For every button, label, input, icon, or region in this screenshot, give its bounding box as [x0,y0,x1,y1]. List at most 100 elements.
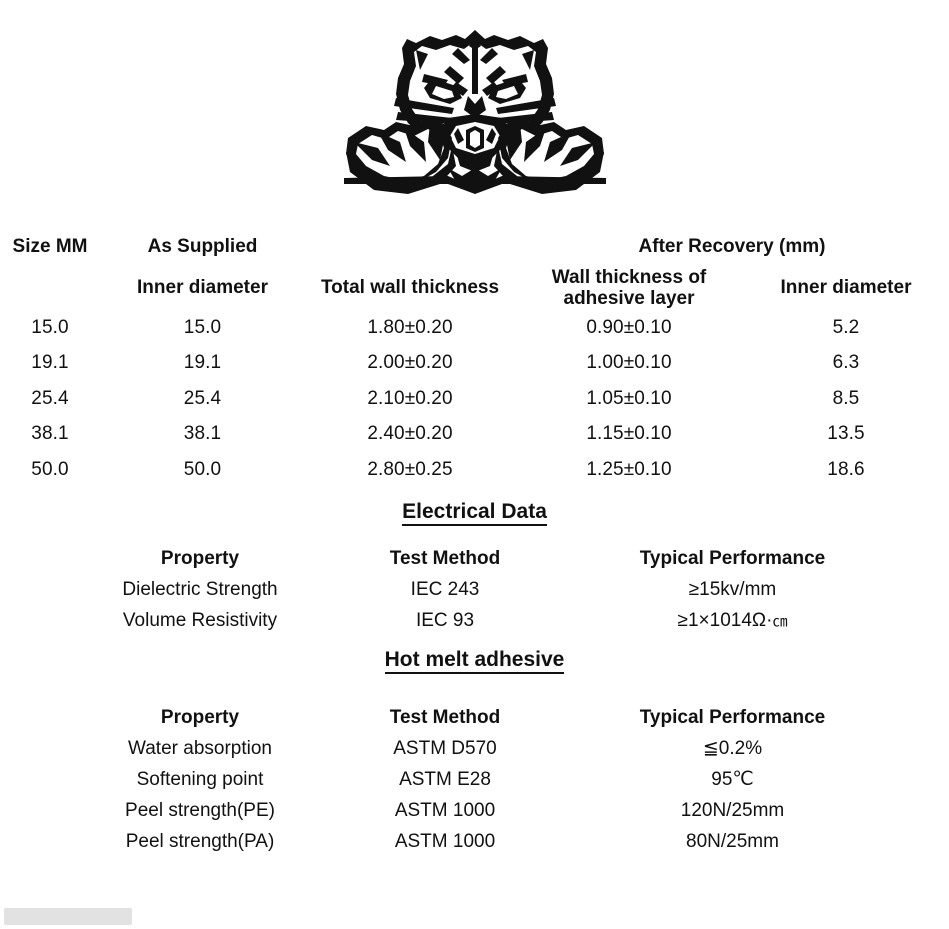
adhesive-header-typical-performance: Typical Performance [639,706,826,728]
row-spacer-right [875,795,949,826]
hot-melt-adhesive-heading: Hot melt adhesive [0,648,949,674]
row-spacer-right [875,574,949,605]
header-size-mm: Size MM [12,236,88,258]
cell-property: Softening point [136,768,264,790]
cell-test-method: ASTM 1000 [394,799,496,821]
cell-inner-diameter-recovered: 6.3 [832,352,860,374]
cell-inner-diameter-supplied: 50.0 [183,458,222,480]
hot-melt-adhesive-table: Property Test Method Typical Performance… [0,702,949,857]
electrical-table-header: Property Test Method Typical Performance [0,543,949,574]
row-spacer-right [875,733,949,764]
watermark-badge [4,908,132,925]
cell-size: 50.0 [31,458,69,480]
row-spacer-right [875,605,949,636]
cell-property: Volume Resistivity [122,609,278,631]
cell-property: Peel strength(PA) [125,830,275,852]
unit-glyph: ㎝ [772,611,788,630]
cell-wall-thickness-adhesive: 1.25±0.10 [586,458,672,480]
cell-typical-performance: 120N/25mm [680,799,785,821]
adhesive-table-body: Water absorption ASTM D570 ≦0.2% Softeni… [0,733,949,857]
electrical-header-typical-performance: Typical Performance [639,547,826,569]
cell-inner-diameter-supplied: 15.0 [183,316,222,338]
row-spacer [0,605,100,636]
adhesive-header-test-method: Test Method [389,706,501,728]
adhesive-header-spacer-right [875,702,949,733]
cell-typical-performance: ≥15kv/mm [688,578,777,600]
electrical-data-heading-text: Electrical Data [402,500,547,526]
cell-property: Dielectric Strength [122,578,278,600]
header-col-inner-diameter-recovered: Inner diameter [780,277,912,299]
cell-total-wall-thickness: 2.80±0.25 [367,458,453,480]
row-spacer [0,795,100,826]
cell-typical-performance: ≦0.2% [702,738,763,759]
electrical-header-row: Property Test Method Typical Performance [0,543,949,574]
header-col-blank [0,266,100,310]
cell-inner-diameter-supplied: 19.1 [183,352,222,374]
adhesive-table-header: Property Test Method Typical Performance [0,702,949,733]
cell-wall-thickness-adhesive: 1.00±0.10 [586,352,672,374]
table-row: 38.1 38.1 2.40±0.20 1.15±0.10 13.5 [0,417,949,453]
cell-inner-diameter-supplied: 25.4 [183,387,222,409]
row-spacer-right [875,826,949,857]
cell-test-method: ASTM E28 [399,768,491,790]
cell-inner-diameter-recovered: 5.2 [832,316,860,338]
electrical-header-spacer-right [875,543,949,574]
cell-inner-diameter-recovered: 18.6 [827,458,865,480]
electrical-header-spacer [0,543,100,574]
electrical-data-heading: Electrical Data [0,500,949,526]
header-col-inner-diameter-supplied: Inner diameter [137,277,268,299]
size-table-group-header-row: Size MM As Supplied After Recovery (mm) [0,228,949,266]
cell-test-method: IEC 243 [410,578,480,600]
table-row: 50.0 50.0 2.80±0.25 1.25±0.10 18.6 [0,452,949,488]
cell-typical-performance: ≥1×1014Ω·㎝ [677,609,788,631]
size-table-body: 15.0 15.0 1.80±0.20 0.90±0.10 5.2 19.1 1… [0,310,949,488]
table-row: Peel strength(PA) ASTM 1000 80N/25mm [0,826,949,857]
cell-size: 38.1 [31,423,69,445]
cell-test-method: ASTM 1000 [394,830,496,852]
cell-size: 25.4 [31,387,69,409]
row-spacer [0,764,100,795]
header-spacer [305,228,515,266]
cell-property: Water absorption [128,737,272,759]
adhesive-header-row: Property Test Method Typical Performance [0,702,949,733]
cell-inner-diameter-recovered: 8.5 [832,387,860,409]
size-table-header: Size MM As Supplied After Recovery (mm) … [0,228,949,310]
adhesive-header-property: Property [160,706,240,728]
cell-test-method: IEC 93 [415,609,475,631]
size-specification-table: Size MM As Supplied After Recovery (mm) … [0,228,949,488]
adhesive-header-spacer [0,702,100,733]
cell-property: Peel strength(PE) [125,799,275,821]
electrical-header-test-method: Test Method [389,547,501,569]
row-spacer [0,733,100,764]
table-row: 25.4 25.4 2.10±0.20 1.05±0.10 8.5 [0,381,949,417]
table-row: Volume Resistivity IEC 93 ≥1×1014Ω·㎝ [0,605,949,636]
cell-total-wall-thickness: 2.10±0.20 [367,387,453,409]
logo-container [0,22,949,197]
row-spacer [0,574,100,605]
size-table-column-header-row: Inner diameter Total wall thickness Wall… [0,266,949,310]
table-row: Softening point ASTM E28 95℃ [0,764,949,795]
cell-inner-diameter-recovered: 13.5 [827,423,865,445]
cell-total-wall-thickness: 1.80±0.20 [367,316,453,338]
cell-size: 15.0 [31,316,69,338]
cell-typical-performance: 95℃ [711,769,754,790]
cell-test-method: ASTM D570 [393,737,497,759]
header-after-recovery: After Recovery (mm) [638,236,826,258]
row-spacer-right [875,764,949,795]
panther-mascot-logo [343,29,606,194]
cell-total-wall-thickness: 2.00±0.20 [367,352,453,374]
cell-inner-diameter-supplied: 38.1 [183,423,222,445]
cell-typical-performance: 80N/25mm [686,830,779,852]
table-row: 15.0 15.0 1.80±0.20 0.90±0.10 5.2 [0,310,949,346]
hot-melt-adhesive-heading-text: Hot melt adhesive [384,648,565,674]
header-col-wall-thickness-adhesive: Wall thickness of adhesive layer [551,266,707,309]
table-row: Water absorption ASTM D570 ≦0.2% [0,733,949,764]
electrical-header-property: Property [160,547,240,569]
cell-total-wall-thickness: 2.40±0.20 [367,423,453,445]
electrical-data-table: Property Test Method Typical Performance… [0,543,949,636]
row-spacer [0,826,100,857]
electrical-table-body: Dielectric Strength IEC 243 ≥15kv/mm Vol… [0,574,949,636]
table-row: 19.1 19.1 2.00±0.20 1.00±0.10 6.3 [0,346,949,382]
table-row: Peel strength(PE) ASTM 1000 120N/25mm [0,795,949,826]
cell-wall-thickness-adhesive: 1.15±0.10 [586,423,672,445]
